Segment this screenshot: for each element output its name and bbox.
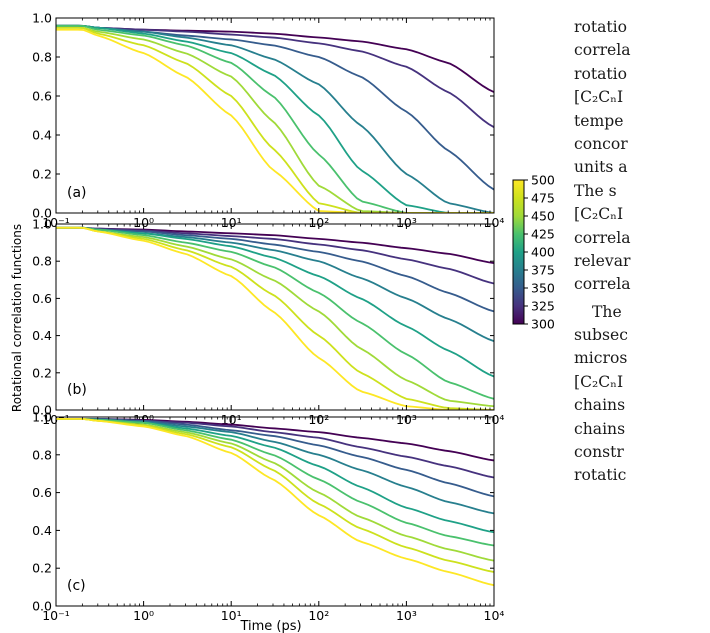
series-line-450 — [56, 26, 494, 213]
side-text-line: relevar — [574, 251, 631, 270]
side-text-line: chains — [574, 396, 626, 415]
y-tick-label: 0.6 — [32, 485, 52, 500]
series-line-350 — [56, 24, 494, 191]
colorbar-tick-label: 375 — [531, 263, 555, 278]
side-text-line: rotatio — [574, 64, 628, 83]
y-tick-label: 0.8 — [32, 447, 52, 462]
y-tick-label: 0.8 — [32, 254, 52, 269]
x-tick-label: 10⁰ — [133, 215, 154, 230]
series-line-400 — [56, 24, 494, 213]
series-line-300 — [56, 417, 494, 462]
y-tick-label: 0.4 — [32, 523, 52, 538]
y-tick-label: 0.6 — [32, 291, 52, 306]
x-tick-label: 10⁴ — [484, 608, 505, 623]
side-text-line: subsec — [574, 326, 628, 345]
x-tick-label: 10² — [308, 608, 329, 623]
colorbar-tick-label: 500 — [531, 173, 555, 188]
series-line-475 — [56, 26, 494, 213]
series-line-500 — [56, 28, 494, 213]
panel-label: (b) — [67, 382, 87, 398]
series-line-325 — [56, 24, 494, 128]
series-line-500 — [56, 417, 494, 587]
series-line-425 — [56, 417, 494, 547]
colorbar: 500 475 450 425 400 375 350 325 300 — [512, 173, 555, 332]
side-text-line: The — [592, 302, 622, 321]
y-tick-label: 0.2 — [32, 365, 52, 380]
series-line-375 — [56, 24, 494, 213]
plot-frame — [55, 223, 495, 411]
x-tick-label: 10⁰ — [133, 608, 154, 623]
y-tick-label: 1.0 — [32, 217, 52, 232]
plot-frame — [55, 416, 495, 607]
x-tick-label: 10⁻¹ — [42, 215, 70, 230]
y-tick-label: 1.0 — [32, 11, 52, 26]
y-tick-label: 0.8 — [32, 50, 52, 65]
side-text-line: [C₂CₙI — [574, 372, 624, 391]
side-text-line: rotatio — [574, 18, 628, 36]
side-text-line: The s — [574, 181, 617, 200]
side-text-line: [C₂CₙI — [574, 205, 624, 224]
series-line-425 — [56, 24, 494, 213]
colorbar-tick-label: 450 — [531, 209, 555, 224]
y-tick-label: 0.4 — [32, 128, 52, 143]
plot-frame — [55, 17, 495, 214]
panel-label: (c) — [67, 578, 86, 594]
y-tick-label: 0.4 — [32, 328, 52, 343]
side-text-line: chains — [574, 419, 626, 438]
y-axis-label: Rotational correlation functions — [10, 224, 24, 412]
side-text-line: [C₂CₙI — [574, 88, 624, 107]
side-text-line: tempe — [574, 111, 624, 130]
series-line-425 — [56, 226, 494, 400]
series-line-325 — [56, 226, 494, 285]
series-line-500 — [56, 226, 494, 410]
x-tick-label: 10¹ — [221, 215, 242, 230]
x-axis-label: Time (ps) — [239, 619, 301, 633]
x-tick-label: 10¹ — [221, 608, 242, 623]
y-tick-label: 0.0 — [32, 403, 52, 418]
chart-panel-3: 0.0 0.2 0.4 0.6 0.8 1.0 10⁻¹ 10⁰ 10¹ 10² 10³ 10⁴ (c) — [32, 410, 504, 624]
chart-panel-2: 0.00.20.40.60.81.010⁻¹ 10⁰ 10¹ 10² 10³ 10⁴(b) — [32, 217, 504, 428]
chart-panel-1: 0.00.20.40.60.81.010⁻¹ 10⁰ 10¹ 10² 10³ 10⁴(a) — [32, 11, 504, 231]
colorbar-tick-label: 400 — [531, 245, 555, 260]
y-tick-label: 0.2 — [32, 561, 52, 576]
series-group — [56, 226, 494, 410]
side-text-line: rotatic — [574, 466, 627, 485]
side-text-line: units a — [574, 158, 628, 177]
y-tick-label: 0.6 — [32, 89, 52, 104]
side-text-line: constr — [574, 443, 624, 462]
x-tick-label: 10⁻¹ — [42, 608, 70, 623]
colorbar-tick-label: 350 — [531, 281, 555, 296]
panel-label: (a) — [67, 185, 87, 201]
series-line-350 — [56, 417, 494, 498]
colorbar-tick-label: 425 — [531, 227, 555, 242]
series-line-450 — [56, 226, 494, 408]
side-text-line: correla — [574, 228, 631, 247]
series-group — [56, 24, 494, 213]
y-tick-label: 0.2 — [32, 167, 52, 182]
y-tick-label: 0.0 — [32, 599, 52, 614]
side-text-column: rotatio correla rotatio [C₂CₙI tempe concor un… — [574, 0, 710, 633]
colorbar-tick-label: 300 — [531, 317, 555, 332]
series-line-400 — [56, 226, 494, 378]
y-tick-label: 0.0 — [32, 206, 52, 221]
series-line-450 — [56, 417, 494, 562]
colorbar-tick-label: 475 — [531, 191, 555, 206]
side-text-line: micros — [574, 349, 628, 368]
side-text-line: correla — [574, 41, 631, 60]
colorbar-tick-label: 325 — [531, 299, 555, 314]
figure: 0.00.20.40.60.81.010⁻¹ 10⁰ 10¹ 10² 10³ 10⁴(a)… — [10, 11, 555, 633]
colorbar-gradient — [512, 179, 525, 325]
x-tick-label: 10³ — [396, 608, 417, 623]
series-group — [56, 417, 494, 587]
x-tick-label: 10² — [308, 215, 329, 230]
series-line-475 — [56, 226, 494, 410]
side-text-line: correla — [574, 275, 631, 294]
x-tick-label: 10³ — [396, 215, 417, 230]
y-tick-label: 1.0 — [32, 410, 52, 425]
x-tick-label: 10⁴ — [484, 215, 505, 230]
series-line-350 — [56, 226, 494, 313]
side-text-line: concor — [574, 134, 628, 153]
